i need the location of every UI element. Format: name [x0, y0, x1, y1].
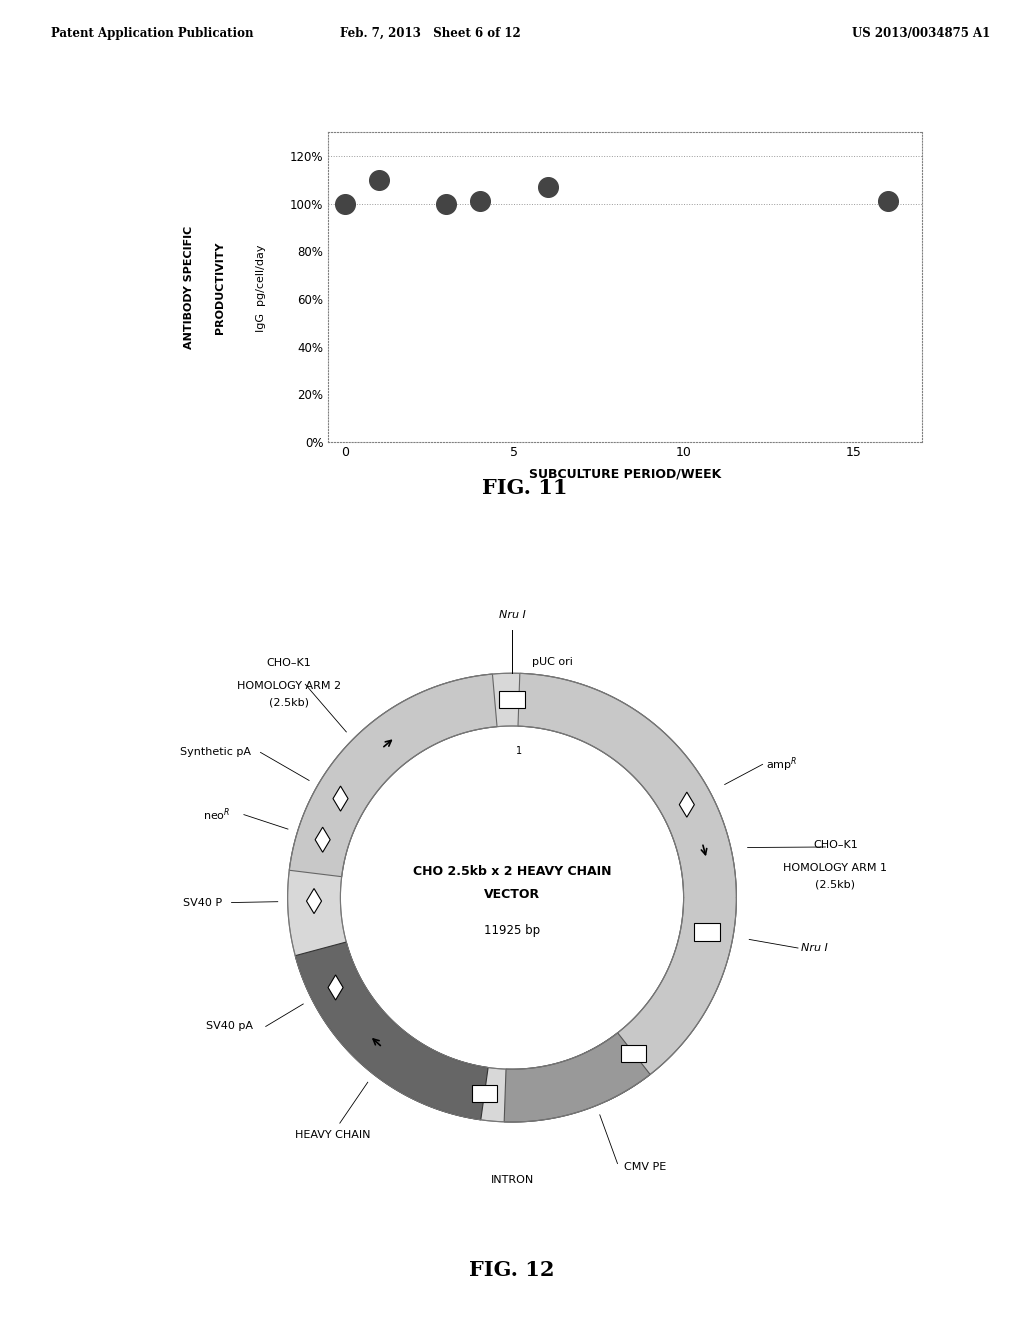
Polygon shape: [288, 673, 736, 1122]
Text: US 2013/0034875 A1: US 2013/0034875 A1: [852, 26, 991, 40]
X-axis label: SUBCULTURE PERIOD/WEEK: SUBCULTURE PERIOD/WEEK: [528, 467, 721, 480]
Text: CMV PE: CMV PE: [624, 1162, 667, 1172]
Point: [540, 177, 556, 198]
Text: SV40 P: SV40 P: [182, 898, 221, 908]
Polygon shape: [500, 690, 524, 709]
Polygon shape: [622, 1045, 646, 1063]
Text: FIG. 12: FIG. 12: [469, 1259, 555, 1280]
Text: (2.5kb): (2.5kb): [268, 697, 309, 708]
Text: HOMOLOGY ARM 1: HOMOLOGY ARM 1: [783, 863, 887, 874]
Text: (2.5kb): (2.5kb): [815, 880, 855, 890]
Text: 11925 bp: 11925 bp: [484, 924, 540, 937]
Text: HOMOLOGY ARM 2: HOMOLOGY ARM 2: [237, 681, 341, 690]
Polygon shape: [306, 888, 322, 913]
Text: IgG  pg/cell/day: IgG pg/cell/day: [256, 244, 266, 331]
Polygon shape: [518, 673, 736, 1101]
Text: VECTOR: VECTOR: [484, 888, 540, 900]
Point: [371, 169, 387, 190]
Text: pUC ori: pUC ori: [531, 656, 572, 667]
Text: FIG. 11: FIG. 11: [481, 478, 567, 499]
Text: Nru I: Nru I: [802, 942, 828, 953]
Text: CHO–K1: CHO–K1: [813, 841, 858, 850]
Point: [438, 193, 455, 214]
Polygon shape: [295, 942, 488, 1119]
Polygon shape: [289, 675, 497, 876]
Polygon shape: [679, 792, 694, 817]
Text: Feb. 7, 2013   Sheet 6 of 12: Feb. 7, 2013 Sheet 6 of 12: [340, 26, 520, 40]
Text: CHO 2.5kb x 2 HEAVY CHAIN: CHO 2.5kb x 2 HEAVY CHAIN: [413, 865, 611, 878]
Polygon shape: [328, 975, 343, 1001]
Point: [472, 190, 488, 211]
Polygon shape: [504, 1032, 650, 1122]
Text: Patent Application Publication: Patent Application Publication: [51, 26, 254, 40]
Polygon shape: [472, 1085, 497, 1102]
Text: HEAVY CHAIN: HEAVY CHAIN: [296, 1130, 371, 1139]
Text: amp$^R$: amp$^R$: [766, 755, 798, 774]
Text: Nru I: Nru I: [499, 610, 525, 620]
Text: PRODUCTIVITY: PRODUCTIVITY: [215, 242, 225, 334]
Text: Synthetic pA: Synthetic pA: [179, 747, 251, 758]
Text: CHO–K1: CHO–K1: [266, 657, 311, 668]
Point: [337, 193, 353, 214]
Text: ANTIBODY SPECIFIC: ANTIBODY SPECIFIC: [184, 226, 195, 350]
Polygon shape: [694, 923, 720, 941]
Text: 1: 1: [515, 746, 521, 756]
Polygon shape: [333, 785, 348, 810]
Text: SV40 pA: SV40 pA: [206, 1022, 253, 1031]
Text: INTRON: INTRON: [490, 1175, 534, 1185]
Polygon shape: [315, 828, 330, 853]
Point: [880, 190, 896, 211]
Text: neo$^R$: neo$^R$: [203, 807, 230, 822]
